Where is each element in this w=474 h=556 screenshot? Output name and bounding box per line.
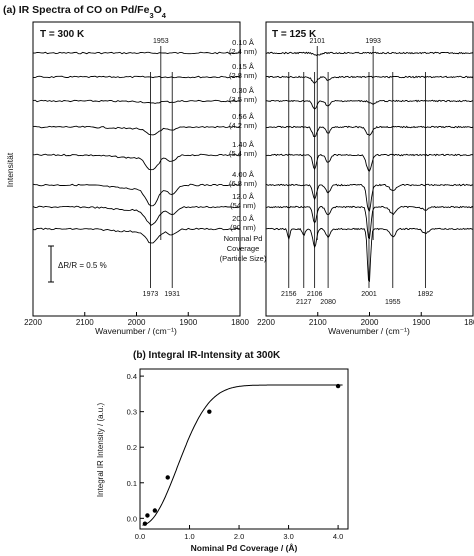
right-spectrum-line	[265, 99, 474, 110]
right-marker-label: 2106	[307, 291, 323, 298]
particle-size-label: (54 nm)	[230, 201, 256, 210]
coverage-label: 0.10 Å	[232, 38, 254, 47]
particle-size-label: (5.4 nm)	[229, 149, 257, 158]
left-spectrum-line	[32, 75, 241, 79]
right-spectrum-line	[265, 227, 473, 283]
coverage-label: 0.56 Å	[232, 112, 254, 121]
coverage-label: 0.15 Å	[232, 62, 254, 71]
left-marker-label: 1973	[143, 291, 159, 298]
b-data-point	[152, 508, 158, 513]
right-spectrum-line	[265, 51, 474, 57]
right-marker-label: 2127	[296, 299, 312, 306]
particle-size-label: (6.8 nm)	[229, 179, 257, 188]
b-y-tick-label: 0.1	[127, 479, 137, 488]
b-plot-frame	[139, 368, 349, 530]
left-spectrum-line	[32, 125, 241, 136]
left-x-tick-label: 2000	[128, 318, 146, 327]
left-panel-title: T = 300 K	[40, 29, 85, 40]
b-x-tick-label: 3.0	[283, 532, 293, 541]
particle-size-label: (2.8 nm)	[229, 71, 257, 80]
left-marker-label: 1953	[153, 38, 169, 45]
b-data-point	[165, 475, 170, 480]
particle-size-label: (3.5 nm)	[229, 95, 257, 104]
b-x-tick-label: 2.0	[234, 532, 244, 541]
left-plot-frame	[32, 21, 241, 317]
b-data-point	[145, 513, 150, 518]
right-spectrum-line	[266, 153, 474, 172]
left-spectrum-line	[32, 227, 241, 244]
right-marker-label: 1955	[385, 299, 401, 306]
b-y-tick-label: 0.2	[127, 443, 137, 452]
left-x-tick-label: 1800	[231, 318, 249, 327]
b-y-tick-label: 0.4	[127, 372, 137, 381]
left-spectrum-line	[32, 153, 240, 171]
right-spectrum-line	[265, 125, 474, 137]
coverage-note-line-3: (Particle Size)	[220, 254, 267, 263]
particle-size-label: (4.2 nm)	[229, 121, 257, 130]
left-marker-label: 1931	[164, 291, 180, 298]
coverage-label: 12.0 Å	[232, 192, 254, 201]
coverage-note-line-1: Nominal Pd	[224, 234, 263, 243]
b-data-point	[335, 383, 341, 389]
left-spectra-panel: T = 300 K Intensität 1973 1931 1953 2200 21…	[5, 21, 249, 336]
right-marker-label: 2001	[361, 291, 377, 298]
left-spectrum-line	[32, 205, 241, 226]
right-x-tick-label: 2100	[309, 318, 327, 327]
panel-a-title: (a) IR Spectra of CO on Pd/Fe3O4	[3, 4, 167, 20]
b-x-axis-label: Nominal Pd Coverage / (Å)	[191, 543, 298, 553]
right-x-tick-label: 1800	[464, 318, 474, 327]
left-x-axis-label: Wavenumber / (cm⁻¹)	[95, 326, 177, 336]
b-fit-curve	[142, 384, 343, 526]
right-panel-title: T = 125 K	[272, 29, 317, 40]
b-data-point	[207, 409, 212, 414]
b-y-axis-label: Integral IR Intensity / (a.u.)	[96, 403, 105, 498]
b-y-tick-label: 0.0	[127, 514, 137, 523]
right-x-tick-label: 1900	[412, 318, 430, 327]
right-x-tick-label: 2000	[361, 318, 379, 327]
b-x-tick-label: 1.0	[184, 532, 194, 541]
right-spectrum-line	[265, 183, 474, 212]
b-data-point	[142, 521, 148, 526]
coverage-label: 4.00 Å	[232, 170, 254, 179]
coverage-label: 20.0 Å	[232, 214, 254, 223]
coverage-label: 0.30 Å	[232, 86, 254, 95]
integral-intensity-panel: Integral IR Intensity / (a.u.) Nominal P…	[96, 368, 349, 553]
left-x-tick-label: 2100	[76, 318, 94, 327]
right-marker-label: 2156	[281, 291, 297, 298]
right-x-axis-label: Wavenumber / (cm⁻¹)	[328, 326, 410, 336]
left-spectrum-line	[32, 51, 241, 55]
b-x-tick-label: 4.0	[333, 532, 343, 541]
right-marker-label: 1892	[418, 291, 434, 298]
left-spectrum-line	[32, 99, 241, 104]
right-x-tick-label: 2200	[257, 318, 275, 327]
left-x-tick-label: 1900	[179, 318, 197, 327]
b-x-tick-label: 0.0	[135, 532, 145, 541]
coverage-label: 1.40 Å	[232, 140, 254, 149]
left-x-tick-label: 2200	[24, 318, 42, 327]
right-marker-label: 1993	[365, 38, 381, 45]
right-marker-label: 2080	[320, 299, 336, 306]
right-spectrum-line	[265, 75, 474, 84]
particle-size-label: (90 nm)	[230, 223, 256, 232]
left-y-axis-label: Intensität	[5, 152, 15, 187]
right-spectrum-line	[265, 205, 474, 240]
scale-bar-label: ΔR/R = 0.5 %	[58, 261, 107, 270]
particle-size-label: (2.4 nm)	[229, 47, 257, 56]
right-marker-label: 2101	[309, 38, 325, 45]
coverage-note-line-2: Coverage	[227, 244, 260, 253]
panel-b-title: (b) Integral IR-Intensity at 300K	[133, 350, 281, 361]
left-spectrum-line	[32, 183, 241, 207]
b-y-tick-label: 0.3	[127, 408, 137, 417]
